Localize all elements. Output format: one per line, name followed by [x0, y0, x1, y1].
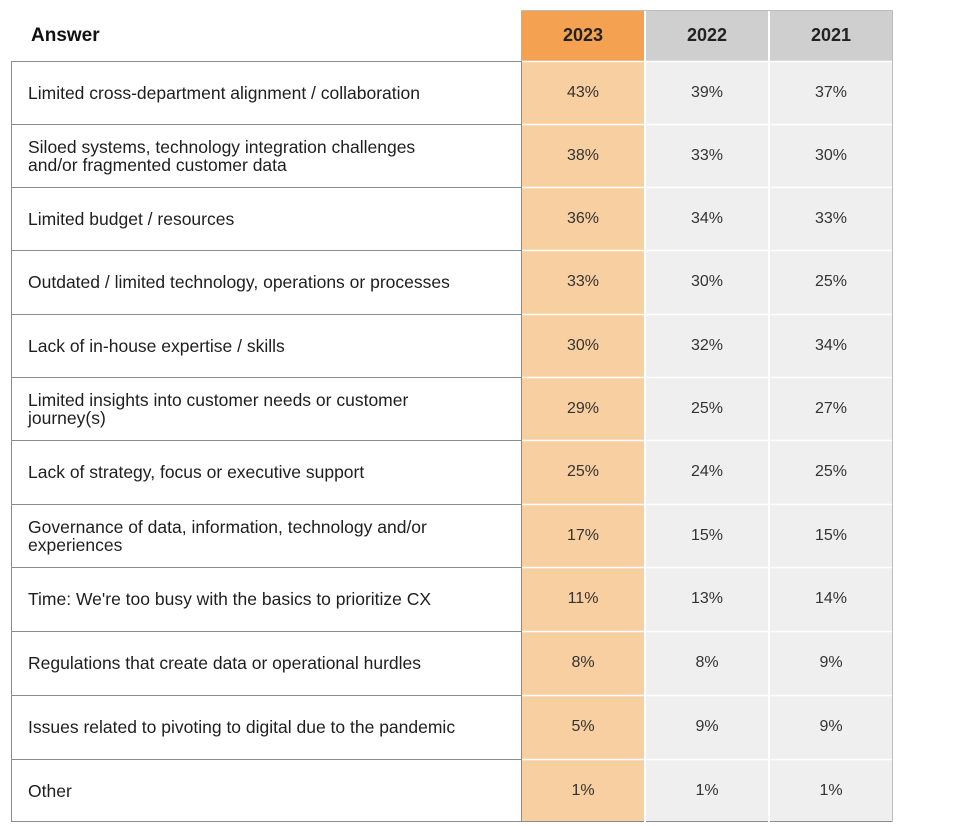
value-cell-2023: 5% [571, 718, 595, 735]
table-row: Limited budget / resources 36% 34% 33% [11, 187, 893, 250]
value-cell-2022: 1% [695, 781, 719, 799]
table-row: Limited cross-department alignment / col… [11, 61, 893, 124]
column-bg-2022 [645, 10, 769, 822]
answer-cell: Other [11, 759, 521, 822]
value-cell-2022: 39% [690, 83, 724, 101]
table-row: Outdated / limited technology, operation… [11, 250, 893, 314]
value-cell-2022: 25% [690, 399, 724, 417]
value-cell-2021: 15% [814, 526, 848, 544]
answer-cell: Limited insights into customer needs or … [11, 377, 521, 440]
column-bg-2021 [769, 10, 893, 822]
value-cell-2022: 34% [690, 209, 724, 227]
column-bg-2023 [521, 10, 645, 822]
table-row: Regulations that create data or operatio… [11, 631, 893, 695]
value-cell-2022: 32% [690, 336, 724, 354]
answer-cell: Issues related to pivoting to digital du… [11, 695, 521, 759]
results-table: Answer 2023 2022 2021 Limited cross-departme… [11, 10, 893, 822]
answer-cell: Time: We're too busy with the basics to … [11, 567, 521, 631]
value-cell-2023: 25% [566, 463, 600, 480]
answer-text: Siloed systems, technology integration c… [28, 136, 416, 175]
value-cell-2021: 34% [814, 336, 848, 354]
table-row: Lack of strategy, focus or executive sup… [11, 440, 893, 504]
value-cell-2021: 37% [814, 83, 848, 101]
answer-cell: Governance of data, information, technol… [11, 504, 521, 567]
value-cell-2022: 33% [690, 146, 724, 164]
value-cell-2022: 8% [695, 654, 719, 671]
table-row: Issues related to pivoting to digital du… [11, 695, 893, 759]
table-row: Siloed systems, technology integration c… [11, 124, 893, 187]
value-cell-2023: 8% [571, 654, 595, 671]
table-row: Limited insights into customer needs or … [11, 377, 893, 440]
value-cell-2023: 30% [566, 336, 600, 354]
answer-cell: Lack of in-house expertise / skills [11, 314, 521, 377]
table-row: Other 1% 1% 1% [11, 759, 893, 822]
answer-text: Issues related to pivoting to digital du… [28, 717, 456, 737]
value-cell-2022: 9% [695, 718, 719, 735]
value-cell-2023: 38% [566, 146, 600, 164]
value-cell-2021: 33% [814, 209, 848, 227]
answer-cell: Outdated / limited technology, operation… [11, 250, 521, 314]
answer-text: Lack of strategy, focus or executive sup… [28, 462, 365, 482]
value-cell-2022: 30% [690, 273, 724, 290]
answer-cell: Limited budget / resources [11, 187, 521, 250]
value-cell-2023: 43% [566, 83, 600, 101]
value-cell-2021: 25% [814, 463, 848, 480]
value-cell-2022: 24% [690, 463, 724, 480]
value-cell-2022: 13% [690, 590, 724, 607]
value-cell-2021: 30% [814, 146, 848, 164]
answer-text: Other [28, 780, 72, 801]
value-cell-2021: 9% [819, 654, 843, 671]
value-cell-2023: 1% [571, 781, 595, 799]
value-cell-2023: 36% [566, 209, 600, 227]
answer-text: Limited insights into customer needs or … [28, 389, 409, 428]
answer-cell: Limited cross-department alignment / col… [11, 61, 521, 124]
header-year-2022: 2022 [645, 10, 769, 61]
answer-text: Limited budget / resources [28, 208, 235, 229]
value-cell-2023: 29% [566, 399, 600, 417]
table-row: Time: We're too busy with the basics to … [11, 567, 893, 631]
answer-text: Limited cross-department alignment / col… [28, 82, 420, 103]
value-cell-2021: 9% [819, 718, 843, 735]
value-cell-2021: 25% [814, 273, 848, 290]
table-row: Lack of in-house expertise / skills 30% 32… [11, 314, 893, 377]
answer-cell: Lack of strategy, focus or executive sup… [11, 440, 521, 504]
value-cell-2023: 17% [566, 526, 600, 544]
value-cell-2021: 1% [819, 781, 843, 799]
answer-text: Regulations that create data or operatio… [28, 653, 422, 673]
header-year-2023: 2023 [521, 10, 645, 61]
header-year-2021: 2021 [769, 10, 893, 61]
value-cell-2021: 27% [814, 399, 848, 417]
answer-text: Outdated / limited technology, operation… [28, 272, 450, 292]
answer-cell: Siloed systems, technology integration c… [11, 124, 521, 187]
value-cell-2021: 14% [814, 590, 848, 607]
table-row: Governance of data, information, technol… [11, 504, 893, 567]
answer-text: Lack of in-house expertise / skills [28, 335, 285, 356]
value-cell-2023: 11% [567, 590, 599, 607]
answer-cell: Regulations that create data or operatio… [11, 631, 521, 695]
answer-text: Governance of data, information, technol… [28, 516, 427, 555]
answer-text: Time: We're too busy with the basics to … [28, 589, 432, 609]
value-cell-2022: 15% [690, 526, 724, 544]
header-answer: Answer [31, 24, 100, 46]
value-cell-2023: 33% [566, 273, 600, 290]
